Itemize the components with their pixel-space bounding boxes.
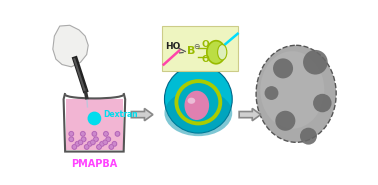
Circle shape — [104, 132, 108, 136]
Polygon shape — [66, 99, 123, 150]
Circle shape — [69, 132, 74, 136]
Circle shape — [94, 137, 98, 142]
Circle shape — [100, 142, 104, 146]
Ellipse shape — [313, 94, 332, 112]
Circle shape — [69, 137, 74, 142]
Circle shape — [103, 140, 107, 145]
Ellipse shape — [178, 83, 218, 122]
Ellipse shape — [265, 86, 279, 100]
Text: O: O — [201, 40, 209, 49]
Ellipse shape — [275, 111, 295, 131]
Ellipse shape — [273, 58, 293, 78]
Text: Dextran: Dextran — [104, 110, 138, 119]
Text: O: O — [201, 56, 209, 64]
Ellipse shape — [260, 51, 324, 129]
Ellipse shape — [218, 45, 227, 60]
Circle shape — [97, 145, 101, 149]
Circle shape — [84, 145, 89, 149]
Ellipse shape — [164, 65, 232, 133]
FancyArrow shape — [132, 108, 153, 121]
Circle shape — [81, 137, 86, 142]
Circle shape — [92, 132, 97, 136]
Circle shape — [78, 140, 83, 145]
Text: HO: HO — [165, 42, 181, 51]
Ellipse shape — [164, 90, 232, 136]
Circle shape — [75, 142, 80, 146]
Text: B: B — [187, 46, 195, 56]
Text: PMAPBA: PMAPBA — [71, 159, 118, 169]
Circle shape — [81, 132, 85, 136]
Circle shape — [88, 112, 101, 125]
Ellipse shape — [187, 98, 195, 104]
Ellipse shape — [300, 128, 317, 145]
Ellipse shape — [175, 79, 222, 125]
Text: ⊖: ⊖ — [193, 42, 199, 51]
Circle shape — [72, 145, 77, 149]
Polygon shape — [53, 25, 88, 67]
Circle shape — [91, 140, 95, 145]
Ellipse shape — [184, 91, 209, 120]
Ellipse shape — [256, 45, 336, 142]
Circle shape — [87, 142, 92, 146]
Ellipse shape — [303, 50, 328, 75]
Circle shape — [109, 145, 114, 149]
FancyBboxPatch shape — [162, 26, 238, 71]
Circle shape — [106, 137, 110, 142]
Circle shape — [112, 142, 117, 146]
FancyArrow shape — [239, 108, 261, 121]
Ellipse shape — [207, 41, 225, 64]
Circle shape — [115, 132, 120, 136]
